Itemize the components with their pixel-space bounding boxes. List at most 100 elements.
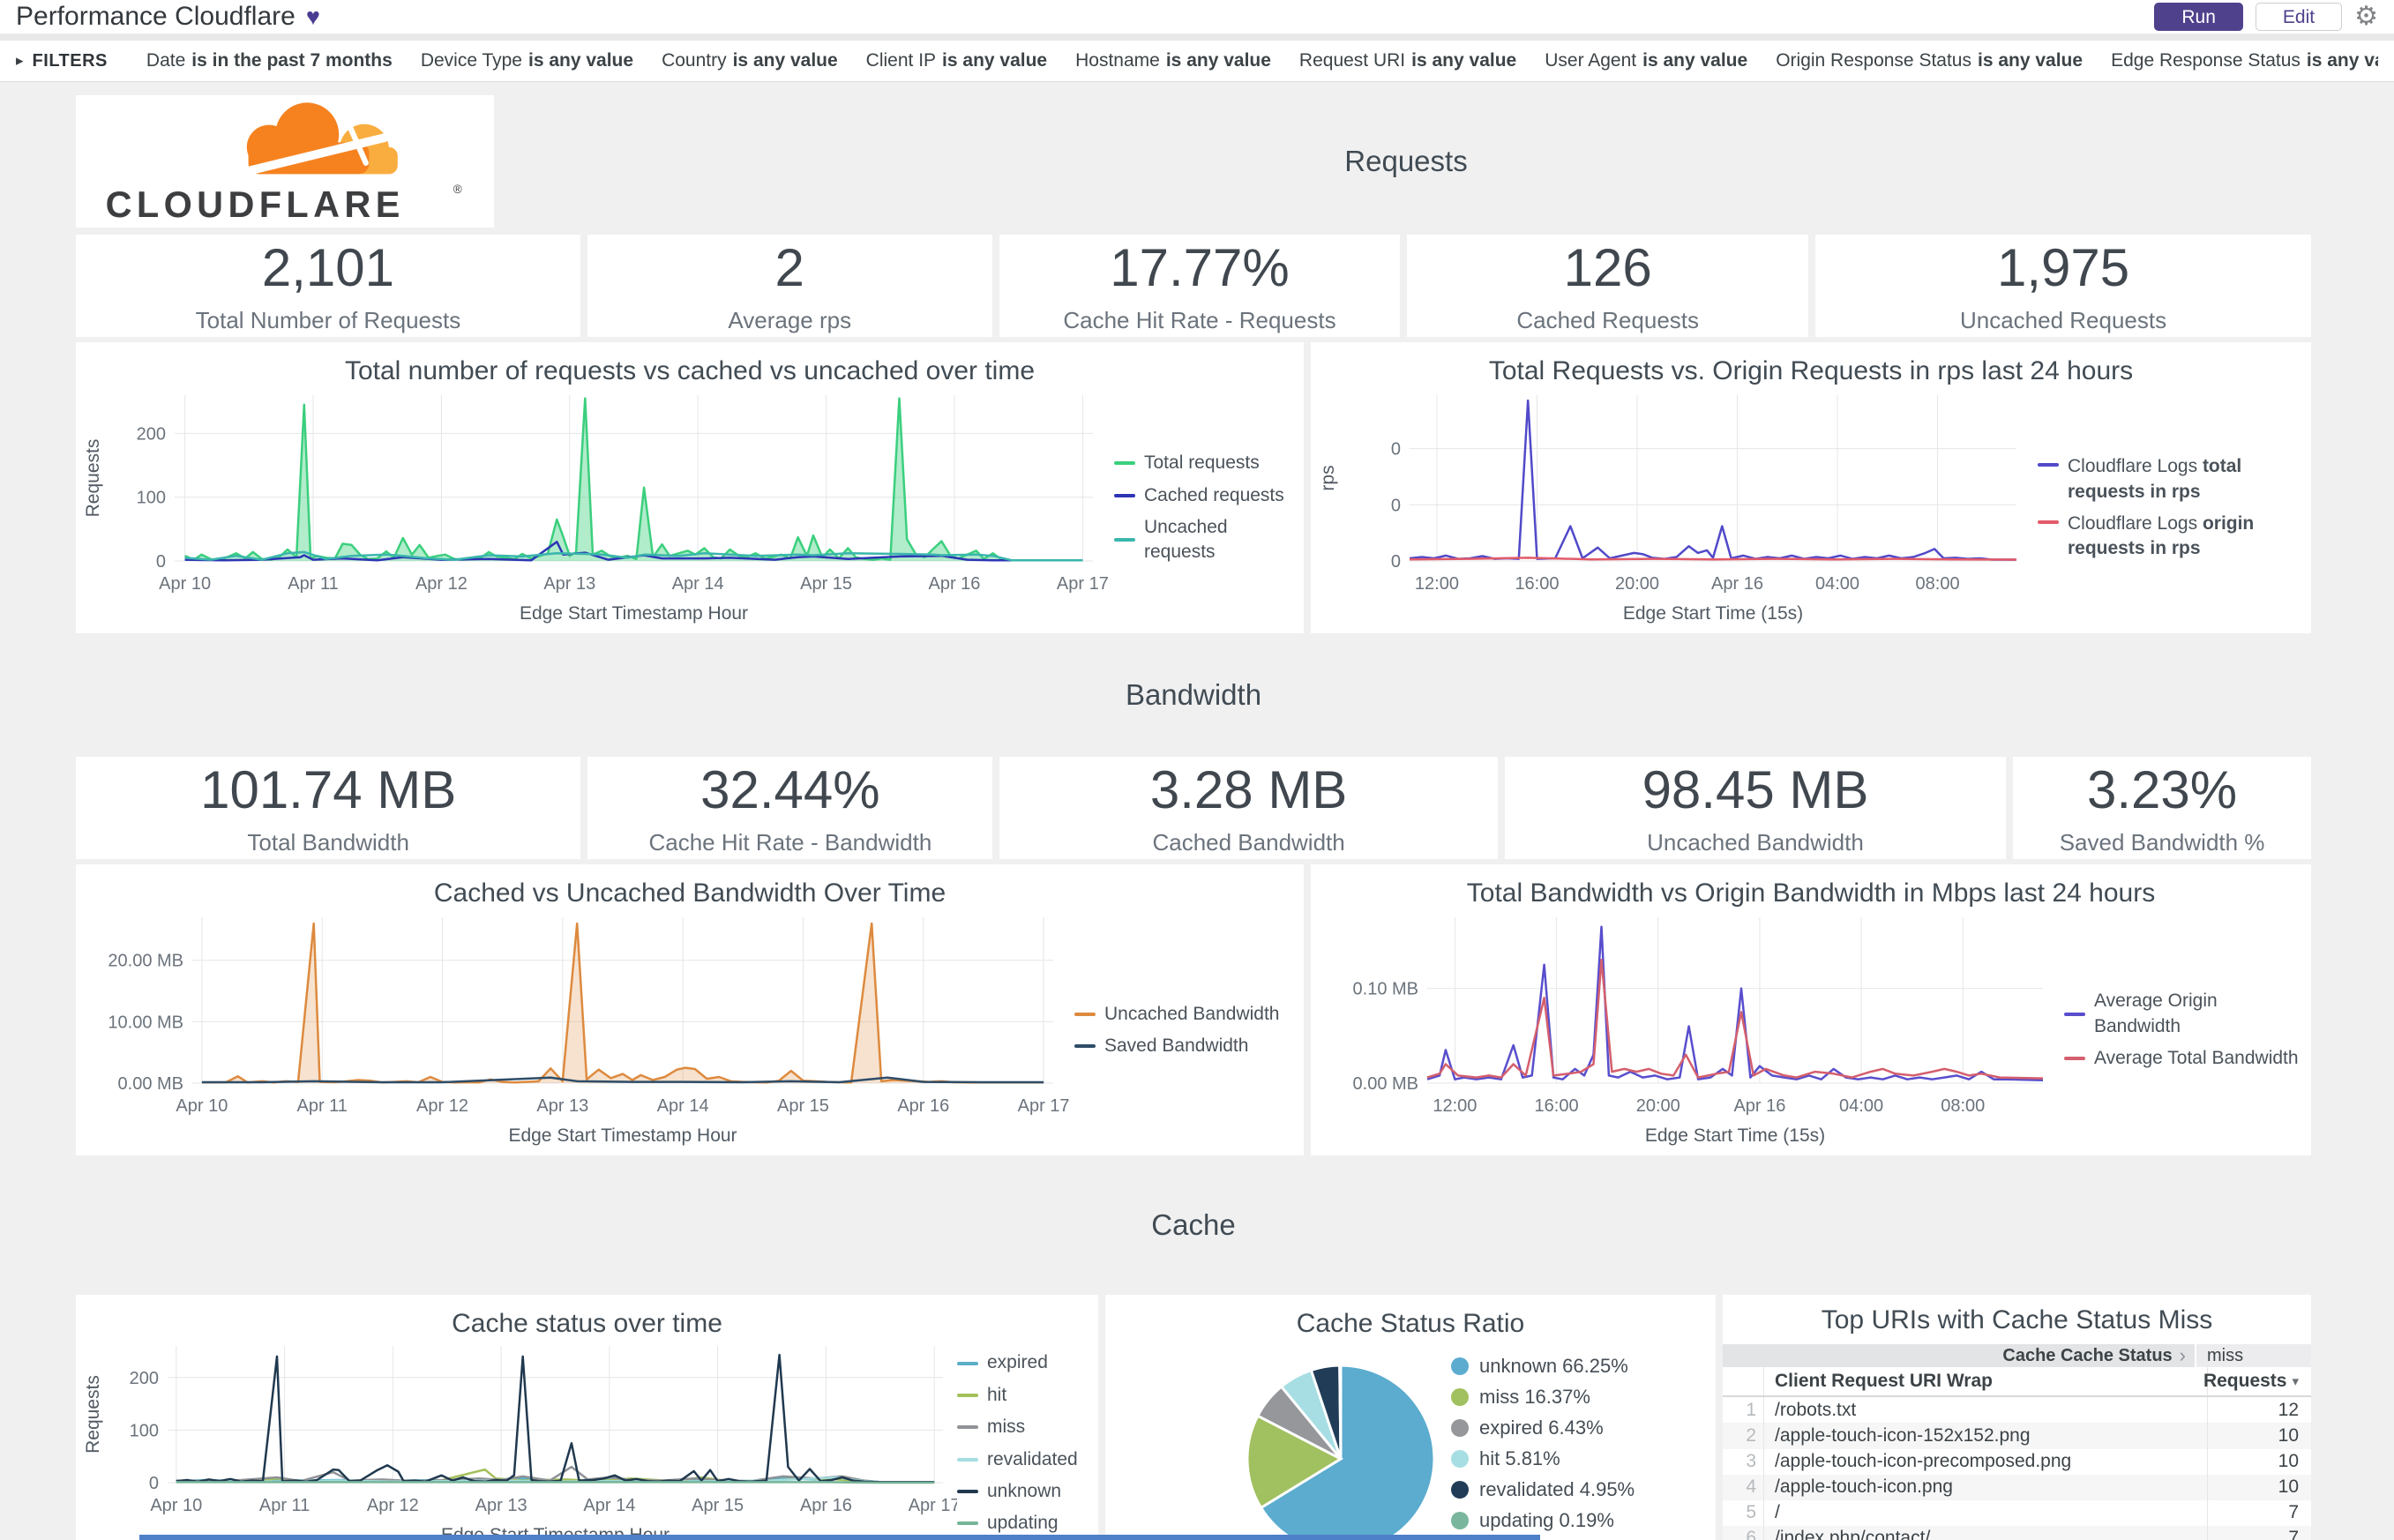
legend: Uncached Bandwidth Saved Bandwidth bbox=[1074, 905, 1304, 1155]
legend-swatch bbox=[957, 1490, 978, 1494]
run-button[interactable]: Run bbox=[2154, 3, 2243, 31]
svg-text:04:00: 04:00 bbox=[1839, 1096, 1883, 1116]
filter-hostname[interactable]: Hostname is any value bbox=[1075, 50, 1271, 71]
legend: Cloudflare Logs total requests in rps Cl… bbox=[2038, 383, 2311, 633]
filter-request-uri[interactable]: Request URI is any value bbox=[1298, 50, 1517, 71]
kpi-uncached-bandwidth[interactable]: 98.45 MB Uncached Bandwidth bbox=[1504, 757, 2007, 859]
svg-text:Apr 14: Apr 14 bbox=[583, 1496, 635, 1515]
kpi-cache-hit-rate-requests[interactable]: 17.77% Cache Hit Rate - Requests bbox=[999, 235, 1401, 337]
pivot-label[interactable]: Cache Cache Status › bbox=[1723, 1344, 2195, 1368]
table-row: 4 /apple-touch-icon.png 10 bbox=[1723, 1474, 2311, 1500]
svg-text:0: 0 bbox=[1391, 440, 1401, 460]
section-header-bandwidth: Bandwidth bbox=[1125, 678, 1262, 711]
column-header-requests[interactable]: Requests ▾ bbox=[2203, 1367, 2311, 1396]
requests-over-time-chart[interactable]: Apr 10 Apr 11 Apr 12 Apr 13 Apr 14 Apr 15 Apr … bbox=[76, 383, 1114, 633]
filter-user-agent[interactable]: User Agent is any value bbox=[1545, 50, 1748, 71]
kpi-average-rps[interactable]: 2 Average rps bbox=[587, 235, 992, 337]
svg-text:12:00: 12:00 bbox=[1415, 574, 1459, 594]
svg-text:200: 200 bbox=[137, 424, 166, 444]
svg-text:rps: rps bbox=[1318, 465, 1338, 490]
pivot-header-row: Cache Cache Status › miss bbox=[1723, 1344, 2311, 1368]
svg-text:Apr 17: Apr 17 bbox=[1057, 574, 1109, 594]
legend-swatch bbox=[1114, 461, 1135, 466]
svg-text:Apr 12: Apr 12 bbox=[367, 1496, 419, 1515]
filter-origin-response-status[interactable]: Origin Response Status is any value bbox=[1776, 50, 2084, 71]
svg-text:Apr 11: Apr 11 bbox=[296, 1096, 347, 1116]
svg-text:Apr 14: Apr 14 bbox=[657, 1096, 709, 1116]
legend-dot bbox=[1451, 1512, 1469, 1529]
rps-24h-chart[interactable]: 12:00 16:00 20:00 Apr 16 04:00 08:00 0 0 0 Edge S… bbox=[1311, 383, 2038, 633]
svg-text:CLOUDFLARE: CLOUDFLARE bbox=[106, 184, 405, 225]
filter-client-ip[interactable]: Client IP is any value bbox=[865, 50, 1048, 71]
panel-bandwidth-24h: Total Bandwidth vs Origin Bandwidth in M… bbox=[1311, 864, 2311, 1155]
svg-text:16:00: 16:00 bbox=[1515, 574, 1559, 594]
kpi-cached-bandwidth[interactable]: 3.28 MB Cached Bandwidth bbox=[999, 757, 1498, 859]
panel-rps-24h: Total Requests vs. Origin Requests in rp… bbox=[1311, 342, 2311, 633]
section-header-cache: Cache bbox=[1151, 1208, 1236, 1241]
filter-bar: ▸ FILTERS Date is in the past 7 months De… bbox=[0, 41, 2394, 82]
svg-text:Edge Start Time (15s): Edge Start Time (15s) bbox=[1623, 603, 1803, 624]
kpi-total-requests[interactable]: 2,101 Total Number of Requests bbox=[76, 235, 580, 337]
legend-swatch bbox=[957, 1393, 978, 1397]
svg-text:Apr 13: Apr 13 bbox=[475, 1496, 527, 1515]
svg-text:10.00 MB: 10.00 MB bbox=[108, 1013, 183, 1032]
legend-dot bbox=[1451, 1481, 1469, 1499]
svg-text:Apr 16: Apr 16 bbox=[1733, 1096, 1785, 1116]
table-row: 6 /index.php/contact/ 7 bbox=[1723, 1525, 2311, 1540]
kpi-cache-hit-rate-bandwidth[interactable]: 32.44% Cache Hit Rate - Bandwidth bbox=[587, 757, 993, 859]
svg-text:Requests: Requests bbox=[83, 1375, 103, 1454]
top-divider bbox=[0, 34, 2394, 41]
legend-swatch bbox=[1114, 538, 1135, 542]
legend-dot bbox=[1451, 1450, 1469, 1468]
bottom-scrollbar[interactable] bbox=[139, 1535, 1540, 1540]
gear-icon[interactable]: ⚙ bbox=[2354, 2, 2378, 31]
chart-title: Total Requests vs. Origin Requests in rp… bbox=[1488, 356, 2134, 385]
kpi-total-bandwidth[interactable]: 101.74 MB Total Bandwidth bbox=[76, 757, 581, 859]
column-header-uri[interactable]: Client Request URI Wrap bbox=[1763, 1367, 2207, 1396]
filters-label[interactable]: FILTERS bbox=[32, 50, 108, 71]
section-header-requests: Requests bbox=[1344, 145, 1468, 177]
kpi-saved-bandwidth[interactable]: 3.23% Saved Bandwidth % bbox=[2013, 757, 2311, 859]
svg-text:Edge Start Time (15s): Edge Start Time (15s) bbox=[1645, 1125, 1825, 1146]
svg-text:04:00: 04:00 bbox=[1815, 574, 1859, 594]
cloudflare-logo-tile: CLOUDFLARE ® bbox=[76, 95, 494, 228]
filter-date[interactable]: Date is in the past 7 months bbox=[146, 50, 393, 71]
chevron-right-icon: › bbox=[2179, 1344, 2186, 1367]
filter-country[interactable]: Country is any value bbox=[662, 50, 838, 71]
table-row: 5 / 7 bbox=[1723, 1499, 2311, 1526]
kpi-uncached-requests[interactable]: 1,975 Uncached Requests bbox=[1815, 235, 2312, 337]
legend-swatch bbox=[957, 1425, 978, 1430]
cache-status-ratio-pie[interactable] bbox=[1105, 1335, 1451, 1540]
svg-text:100: 100 bbox=[130, 1421, 159, 1440]
svg-text:Apr 16: Apr 16 bbox=[800, 1496, 852, 1515]
svg-text:0.00 MB: 0.00 MB bbox=[118, 1074, 183, 1094]
table-header-row: Client Request URI Wrap Requests ▾ bbox=[1723, 1367, 2311, 1398]
legend-swatch bbox=[2038, 463, 2059, 467]
chart-title: Cache Status Ratio bbox=[1296, 1309, 1525, 1338]
bandwidth-over-time-chart[interactable]: Apr 10 Apr 11 Apr 12 Apr 13 Apr 14 Apr 15 Apr … bbox=[76, 905, 1074, 1155]
legend-swatch bbox=[2038, 520, 2059, 524]
table-title: Top URIs with Cache Status Miss bbox=[1821, 1305, 2213, 1334]
cache-status-over-time-chart[interactable]: Apr 10 Apr 11 Apr 12 Apr 13 Apr 14 Apr 15 Apr … bbox=[76, 1335, 961, 1540]
edit-button[interactable]: Edit bbox=[2255, 3, 2343, 31]
svg-text:Edge Start Timestamp Hour: Edge Start Timestamp Hour bbox=[508, 1125, 737, 1146]
panel-cache-status-over-time: Cache status over time Apr 10 Apr 11 Apr 1… bbox=[76, 1295, 1098, 1540]
panel-cache-status-ratio: Cache Status Ratio unknown 66.25% miss 1… bbox=[1105, 1295, 1716, 1540]
svg-text:Apr 16: Apr 16 bbox=[1711, 574, 1763, 594]
svg-text:®: ® bbox=[453, 183, 462, 196]
bandwidth-kpi-row: 101.74 MB Total Bandwidth 32.44% Cache H… bbox=[76, 757, 2311, 859]
legend: Average Origin Bandwidth Average Total B… bbox=[2064, 905, 2311, 1155]
svg-text:Apr 12: Apr 12 bbox=[416, 1096, 468, 1116]
filters-caret-icon[interactable]: ▸ bbox=[16, 52, 24, 69]
filter-list: Date is in the past 7 months Device Type i… bbox=[146, 50, 2378, 71]
svg-text:0: 0 bbox=[149, 1474, 159, 1493]
heart-icon: ♥ bbox=[305, 3, 320, 30]
svg-text:0.10 MB: 0.10 MB bbox=[1353, 980, 1418, 999]
panel-bandwidth-over-time: Cached vs Uncached Bandwidth Over Time A… bbox=[76, 864, 1304, 1155]
filter-device-type[interactable]: Device Type is any value bbox=[420, 50, 634, 71]
kpi-cached-requests[interactable]: 126 Cached Requests bbox=[1407, 235, 1809, 337]
svg-text:Apr 10: Apr 10 bbox=[159, 574, 211, 594]
bandwidth-24h-chart[interactable]: 12:00 16:00 20:00 Apr 16 04:00 08:00 0.00 MB 0.… bbox=[1311, 905, 2064, 1155]
svg-text:Apr 11: Apr 11 bbox=[288, 574, 338, 594]
